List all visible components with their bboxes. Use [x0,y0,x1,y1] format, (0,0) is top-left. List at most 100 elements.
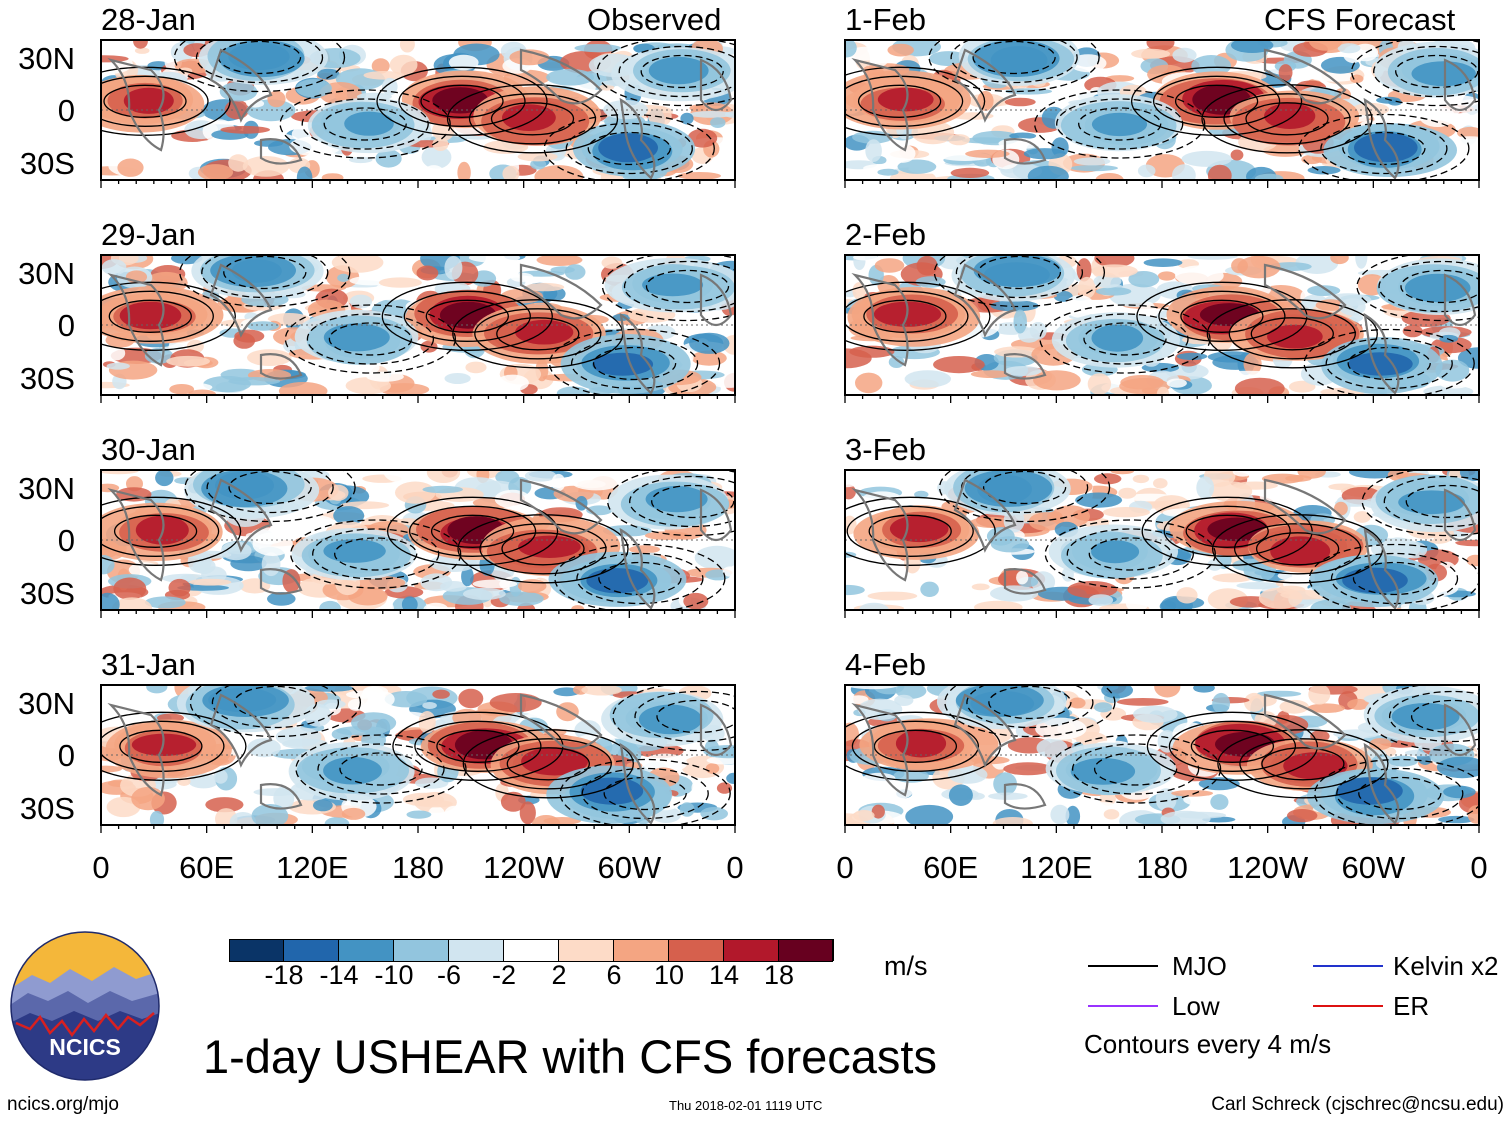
coastline [259,568,303,595]
field-cell [1103,809,1120,820]
field-cell [948,784,973,806]
mjo-contour [1383,475,1479,528]
coastline [209,693,273,768]
field-cell [1231,258,1248,274]
field-cell [551,473,566,492]
field-cell [845,484,856,500]
field-cell [683,592,709,610]
field-cell [205,797,244,813]
anomaly-blob [1398,490,1465,515]
field-cell [1251,799,1272,813]
contour-interval-note: Contours every 4 m/s [1084,1029,1332,1059]
field-cell [1310,72,1359,82]
mjo-contour [1130,66,1303,136]
field-cell [849,695,869,704]
field-cell [502,165,520,180]
field-cell [691,350,727,366]
coastline [1363,312,1400,395]
field-cell [1133,705,1178,723]
field-cell [897,159,937,174]
anomaly-blob [215,471,274,500]
field-cell [444,256,463,280]
coastline [259,138,303,165]
field-cell [384,691,428,708]
field-cell [691,778,708,798]
mjo-contour [933,255,1106,308]
field-cell [1035,717,1087,740]
field-cell [1013,309,1027,334]
field-cell [188,578,232,586]
coastline [107,57,165,152]
field-cell [426,470,461,483]
field-cell [278,382,328,395]
tick-marks [844,610,1480,618]
mjo-contour [857,84,942,118]
mjo-contour [474,308,602,360]
field-cell [865,139,882,162]
mjo-contour [851,720,980,772]
field-cell [894,694,914,706]
coastline [107,702,165,797]
mjo-contour [1168,720,1297,772]
y-tick-label: 0 [57,308,75,343]
y-tick-label: 30S [19,145,75,181]
mjo-contour [1255,532,1340,566]
legend-line-mjo [1088,965,1158,967]
field-cell [519,685,539,692]
field-cell [1157,271,1176,281]
anomaly-blob [592,352,654,376]
field-cell [1254,173,1284,180]
coastline [1443,58,1477,112]
field-cell [380,711,425,718]
x-tick-label: 0 [92,850,110,885]
mjo-contour [284,304,457,374]
anomaly-blob [323,539,386,563]
field-cell [628,545,661,554]
colorbar-swatch [394,939,449,961]
mjo-contour [1308,543,1479,610]
field-cell [282,569,301,593]
field-cell [373,691,395,708]
mjo-contour [1146,711,1319,781]
field-cell [331,728,352,740]
field-cell [1110,470,1134,475]
coastline [209,48,273,123]
field-cell [1143,258,1183,267]
ncics-logo: NCICS [10,931,160,1081]
mjo-contour [623,260,735,313]
field-cell [920,581,939,597]
field-cell [1176,587,1198,604]
mjo-contour [430,514,515,548]
field-cell [1009,132,1037,140]
field-cell [602,525,652,537]
field-cell [267,592,296,606]
field-cell [106,796,141,818]
mjo-contour [101,720,225,772]
mjo-contour [570,337,699,390]
field-cell [247,738,281,758]
field-cell [1181,150,1232,167]
field-cell [133,40,148,49]
field-cell [1191,55,1232,77]
colorbar-tick-label: 14 [708,960,740,990]
field-cell [950,167,990,178]
field-cell [166,355,210,367]
mjo-contour [295,734,467,804]
mjo-contour [1250,317,1334,351]
field-cell [444,805,466,821]
anomaly-blob [344,111,394,136]
mjo-contour [845,66,986,136]
field-cell [722,566,735,577]
field-cell [530,158,547,170]
field-cell [333,506,365,526]
anomaly-blob [1267,324,1323,349]
field-cell [517,152,558,162]
field-cell [228,377,281,386]
mjo-contour [1071,743,1200,795]
panel-date-label: 28-Jan [101,2,196,37]
anomaly-blob [515,319,574,345]
field-cell [914,490,929,499]
anomaly-blob [231,259,282,283]
field-cell [423,165,445,180]
mjo-contour [290,519,462,589]
